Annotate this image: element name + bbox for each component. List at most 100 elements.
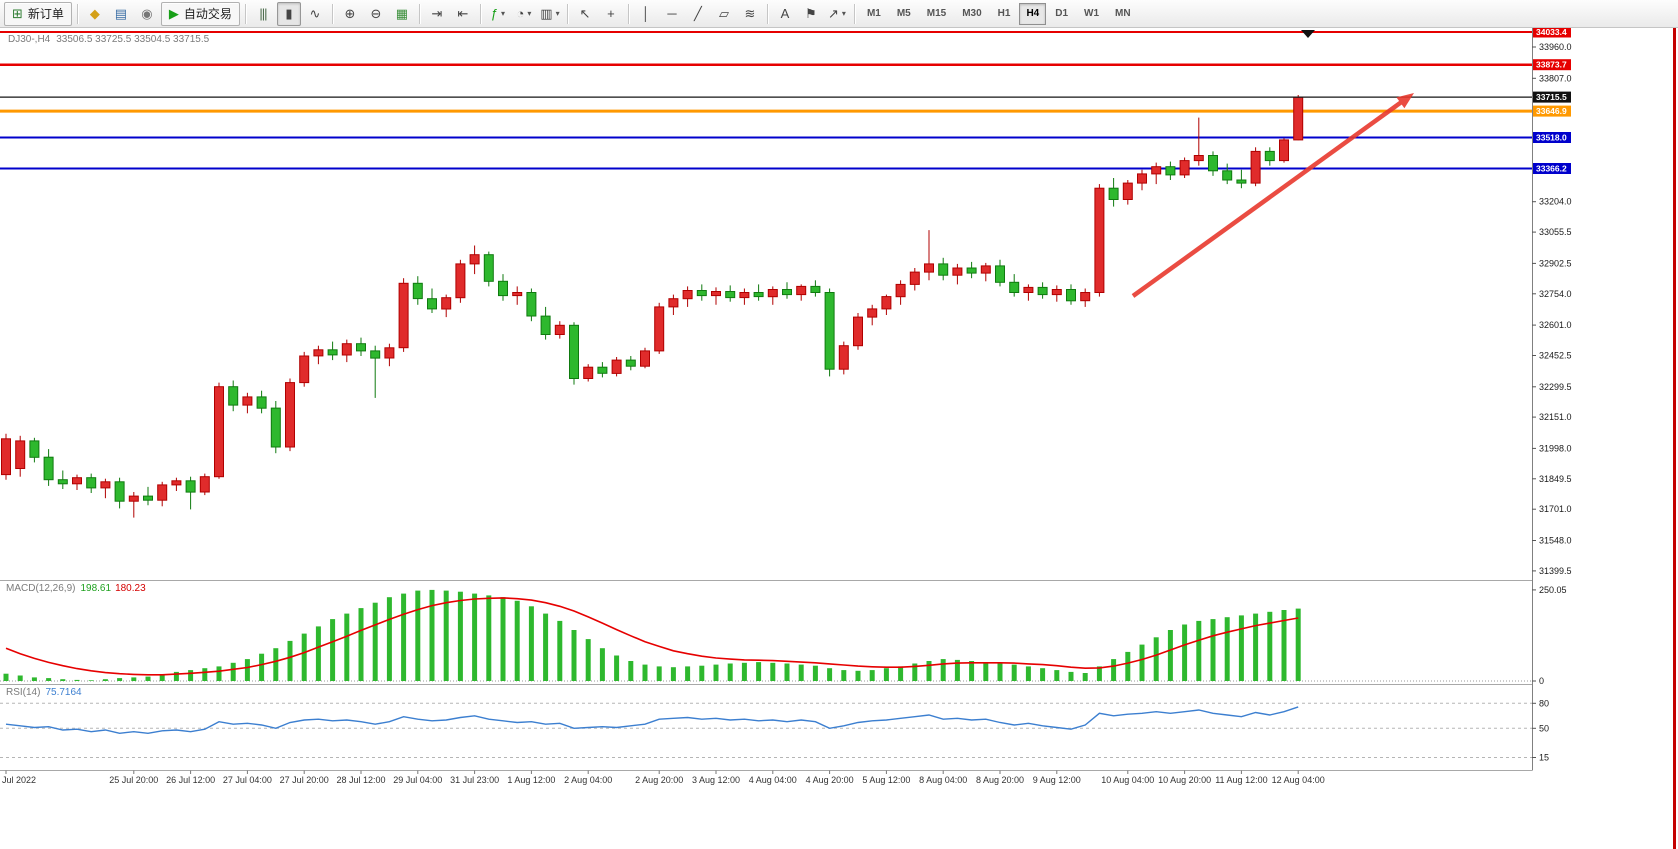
- timeframe-button-h4[interactable]: H4: [1019, 2, 1047, 25]
- horizontal-level-lines[interactable]: [0, 31, 1532, 170]
- toolbar: ⊞ 新订单 ◆ ▤ ◉ ▶ 自动交易 ||| ▮ ∿ ⊕ ⊖ ▦ ⇥ ⇤ ƒ ▾ ◔ ▾ ▥ ▾ ↖ + │ ─ ╱ ▱ ≋ A ⚑ ↗ ▾ M…: [0, 0, 1678, 28]
- bar-chart-icon[interactable]: |||: [251, 2, 275, 26]
- timeframe-button-m30[interactable]: M30: [962, 8, 982, 19]
- toolbar-separator: [566, 3, 568, 24]
- timeframe-button-w1[interactable]: W1: [1084, 8, 1100, 19]
- channel-icon[interactable]: ▱: [712, 2, 736, 26]
- svg-text:15: 15: [1539, 753, 1549, 763]
- svg-text:31701.0: 31701.0: [1539, 504, 1572, 514]
- trendline-icon: ╱: [694, 6, 702, 21]
- top-arrow-marker[interactable]: [1301, 30, 1315, 38]
- cursor-icon: ↖: [579, 6, 591, 21]
- timeframe-button-m5[interactable]: M5: [896, 8, 911, 19]
- toolbar-separator: [244, 3, 246, 24]
- channel-icon: ▱: [718, 6, 729, 21]
- price-axis[interactable]: 33960.0 33807.0 33204.0 33055.5 32902.5 32754…: [1532, 26, 1572, 792]
- symbol-period-label: DJ30-,H4: [8, 34, 51, 45]
- chart-canvas[interactable]: 33960.0 33807.0 33204.0 33055.5 32902.5 32754…: [0, 26, 1572, 792]
- crosshair-icon[interactable]: +: [599, 2, 623, 26]
- svg-text:33204.0: 33204.0: [1539, 197, 1572, 207]
- svg-text:250.05: 250.05: [1539, 585, 1567, 595]
- auto-trading-button-label: 自动交易: [183, 6, 232, 21]
- data-window-icon[interactable]: ◉: [135, 2, 159, 26]
- new-order-button[interactable]: ⊞ 新订单: [4, 1, 72, 26]
- panel-separators[interactable]: [0, 580, 1572, 772]
- arrows-dropdown: ↗: [827, 6, 839, 21]
- arrows-dropdown[interactable]: ↗ ▾: [825, 2, 849, 26]
- price-level-label: 33646.9: [1533, 105, 1571, 117]
- time-axis[interactable]: Jul 2022 25 Jul 20:00 26 Jul 12:00 27 Jul 0…: [2, 770, 1325, 786]
- svg-text:3 Aug 12:00: 3 Aug 12:00: [692, 775, 740, 785]
- svg-text:33366.2: 33366.2: [1536, 164, 1567, 174]
- svg-text:50: 50: [1539, 723, 1549, 733]
- timeframe-button-mn[interactable]: MN: [1115, 8, 1131, 19]
- svg-text:11 Aug 12:00: 11 Aug 12:00: [1215, 775, 1267, 785]
- chart-shift-icon[interactable]: ⇤: [451, 2, 475, 26]
- svg-text:8 Aug 04:00: 8 Aug 04:00: [919, 775, 967, 785]
- macd-signal-value: 180.23: [115, 583, 146, 594]
- toolbar-separator: [418, 3, 420, 24]
- candlestick-chart-icon[interactable]: ▮: [276, 1, 301, 26]
- price-level-label: 33366.2: [1533, 163, 1571, 174]
- svg-text:26 Jul 12:00: 26 Jul 12:00: [166, 775, 215, 785]
- price-level-label: 33873.7: [1533, 59, 1571, 71]
- svg-text:32452.5: 32452.5: [1539, 351, 1572, 361]
- svg-text:28 Jul 12:00: 28 Jul 12:00: [336, 775, 385, 785]
- svg-text:29 Jul 04:00: 29 Jul 04:00: [393, 775, 442, 785]
- periods-dropdown[interactable]: ◔ ▾: [512, 2, 536, 26]
- line-chart-icon[interactable]: ∿: [303, 2, 327, 26]
- macd-main-value: 198.61: [80, 583, 112, 594]
- auto-scroll-icon[interactable]: ⇥: [425, 2, 449, 26]
- templates-dropdown[interactable]: ▥ ▾: [538, 2, 562, 26]
- trendline-icon[interactable]: ╱: [686, 2, 710, 26]
- svg-text:8 Aug 20:00: 8 Aug 20:00: [976, 775, 1024, 785]
- rsi-indicator-label: RSI(14) 75.7164: [6, 687, 82, 698]
- chart-title: DJ30-,H4 33506.5 33725.5 33504.5 33715.5: [8, 34, 209, 45]
- svg-text:33715.5: 33715.5: [1536, 92, 1567, 102]
- indicators-dropdown[interactable]: ƒ ▾: [486, 2, 510, 26]
- svg-text:32151.0: 32151.0: [1539, 412, 1572, 422]
- toolbar-separator: [853, 3, 855, 24]
- svg-text:0: 0: [1539, 676, 1544, 686]
- macd-indicator-label: MACD(12,26,9) 198.61 180.23: [6, 583, 146, 594]
- timeframe-button-m15[interactable]: M15: [926, 8, 947, 19]
- timeframe-button-h1[interactable]: H1: [997, 8, 1011, 19]
- templates-dropdown: ▥: [540, 6, 553, 21]
- timeframe-button-d1[interactable]: D1: [1055, 8, 1069, 19]
- svg-text:2 Aug 04:00: 2 Aug 04:00: [564, 775, 612, 785]
- svg-text:34033.4: 34033.4: [1536, 28, 1567, 37]
- trend-arrow-annotation[interactable]: [1131, 93, 1414, 298]
- candlestick-chart-icon: ▮: [285, 6, 293, 21]
- chart-profiles-icon: ◆: [89, 6, 100, 21]
- horizontal-line-icon[interactable]: ─: [660, 2, 684, 26]
- zoom-out-icon[interactable]: ⊖: [364, 2, 388, 26]
- crosshair-icon: +: [607, 6, 615, 21]
- zoom-in-icon[interactable]: ⊕: [338, 2, 362, 26]
- chart-profiles-icon[interactable]: ◆: [83, 2, 107, 26]
- svg-text:33960.0: 33960.0: [1539, 42, 1572, 52]
- text-tool-icon[interactable]: A: [773, 2, 797, 26]
- chart-window[interactable]: 33960.0 33807.0 33204.0 33055.5 32902.5 32754…: [0, 26, 1572, 792]
- zoom-in-icon: ⊕: [344, 6, 356, 21]
- svg-text:27 Jul 20:00: 27 Jul 20:00: [280, 775, 329, 785]
- market-watch-icon: ▤: [114, 6, 128, 21]
- price-level-label: 33518.0: [1533, 132, 1571, 143]
- vertical-line-icon[interactable]: │: [634, 2, 658, 26]
- data-window-icon: ◉: [141, 6, 153, 21]
- cursor-icon[interactable]: ↖: [573, 2, 597, 26]
- timeframe-button-m1[interactable]: M1: [866, 8, 881, 19]
- toolbar-separator: [766, 3, 768, 24]
- price-level-label: 33715.5: [1533, 91, 1571, 103]
- auto-trading-button[interactable]: ▶ 自动交易: [160, 1, 240, 26]
- line-chart-icon: ∿: [309, 6, 321, 21]
- svg-text:31998.0: 31998.0: [1539, 443, 1572, 453]
- svg-text:31399.5: 31399.5: [1539, 566, 1572, 576]
- svg-text:32299.5: 32299.5: [1539, 382, 1572, 392]
- indicators-dropdown: ƒ: [490, 6, 499, 21]
- tile-windows-icon[interactable]: ▦: [390, 2, 414, 26]
- market-watch-icon[interactable]: ▤: [109, 2, 133, 26]
- fibonacci-icon[interactable]: ≋: [738, 2, 762, 26]
- tile-windows-icon: ▦: [395, 6, 409, 21]
- label-tool-icon[interactable]: ⚑: [799, 2, 823, 26]
- text-tool-icon: A: [780, 6, 790, 21]
